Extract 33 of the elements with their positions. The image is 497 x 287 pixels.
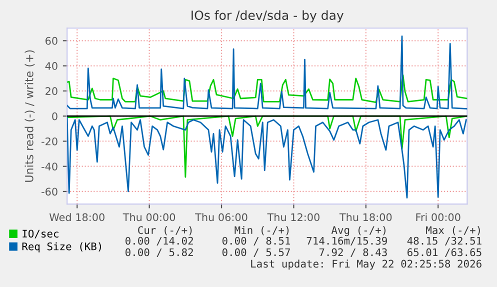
text: Last update: Fri May 22 02:25:58 2026 <box>251 260 482 270</box>
text: 0.00 / 5.57 <box>222 248 290 258</box>
text: 65.01 /63.65 <box>408 248 482 258</box>
text: 714.16m/15.39 <box>306 236 387 246</box>
y-tick-label: 40 <box>45 62 58 70</box>
x-tick-label: Thu 06:00 <box>195 213 248 222</box>
line-series <box>67 35 468 110</box>
text: 0.00 / 5.82 <box>126 248 193 258</box>
y-tick-label: -60 <box>42 188 58 196</box>
x-tick-label: Thu 18:00 <box>339 213 392 222</box>
y-axis-title: Units read (-) / write (+) <box>24 50 35 182</box>
y-tick-label: -20 <box>42 137 58 146</box>
text: Max (-/+) <box>426 226 480 236</box>
chart-title: IOs for /dev/sda - by day <box>192 10 344 22</box>
legend-label: IO/sec <box>22 230 58 238</box>
line-series <box>67 115 467 198</box>
text: 0.00 /14.02 <box>126 236 193 246</box>
y-tick-label: -40 <box>42 162 58 170</box>
x-tick-label: Fri 00:00 <box>416 213 460 222</box>
x-tick-label: Thu 12:00 <box>267 213 320 222</box>
text: Avg (-/+) <box>331 226 386 236</box>
text: 48.15 /32.51 <box>407 236 482 246</box>
x-tick-label: Thu 00:00 <box>122 213 176 222</box>
text: Min (-/+) <box>234 226 289 236</box>
legend-label: Req Size (KB) <box>22 242 101 252</box>
y-tick-label: 20 <box>46 87 58 96</box>
y-tick-label: 60 <box>46 36 58 45</box>
y-tick-label: 0 <box>52 112 58 120</box>
text: 7.92 / 8.43 <box>319 248 387 258</box>
text: 0.00 / 8.51 <box>222 236 290 246</box>
line-series <box>67 74 468 103</box>
text: Cur (-/+) <box>138 226 192 236</box>
x-tick-label: Wed 18:00 <box>49 213 104 222</box>
